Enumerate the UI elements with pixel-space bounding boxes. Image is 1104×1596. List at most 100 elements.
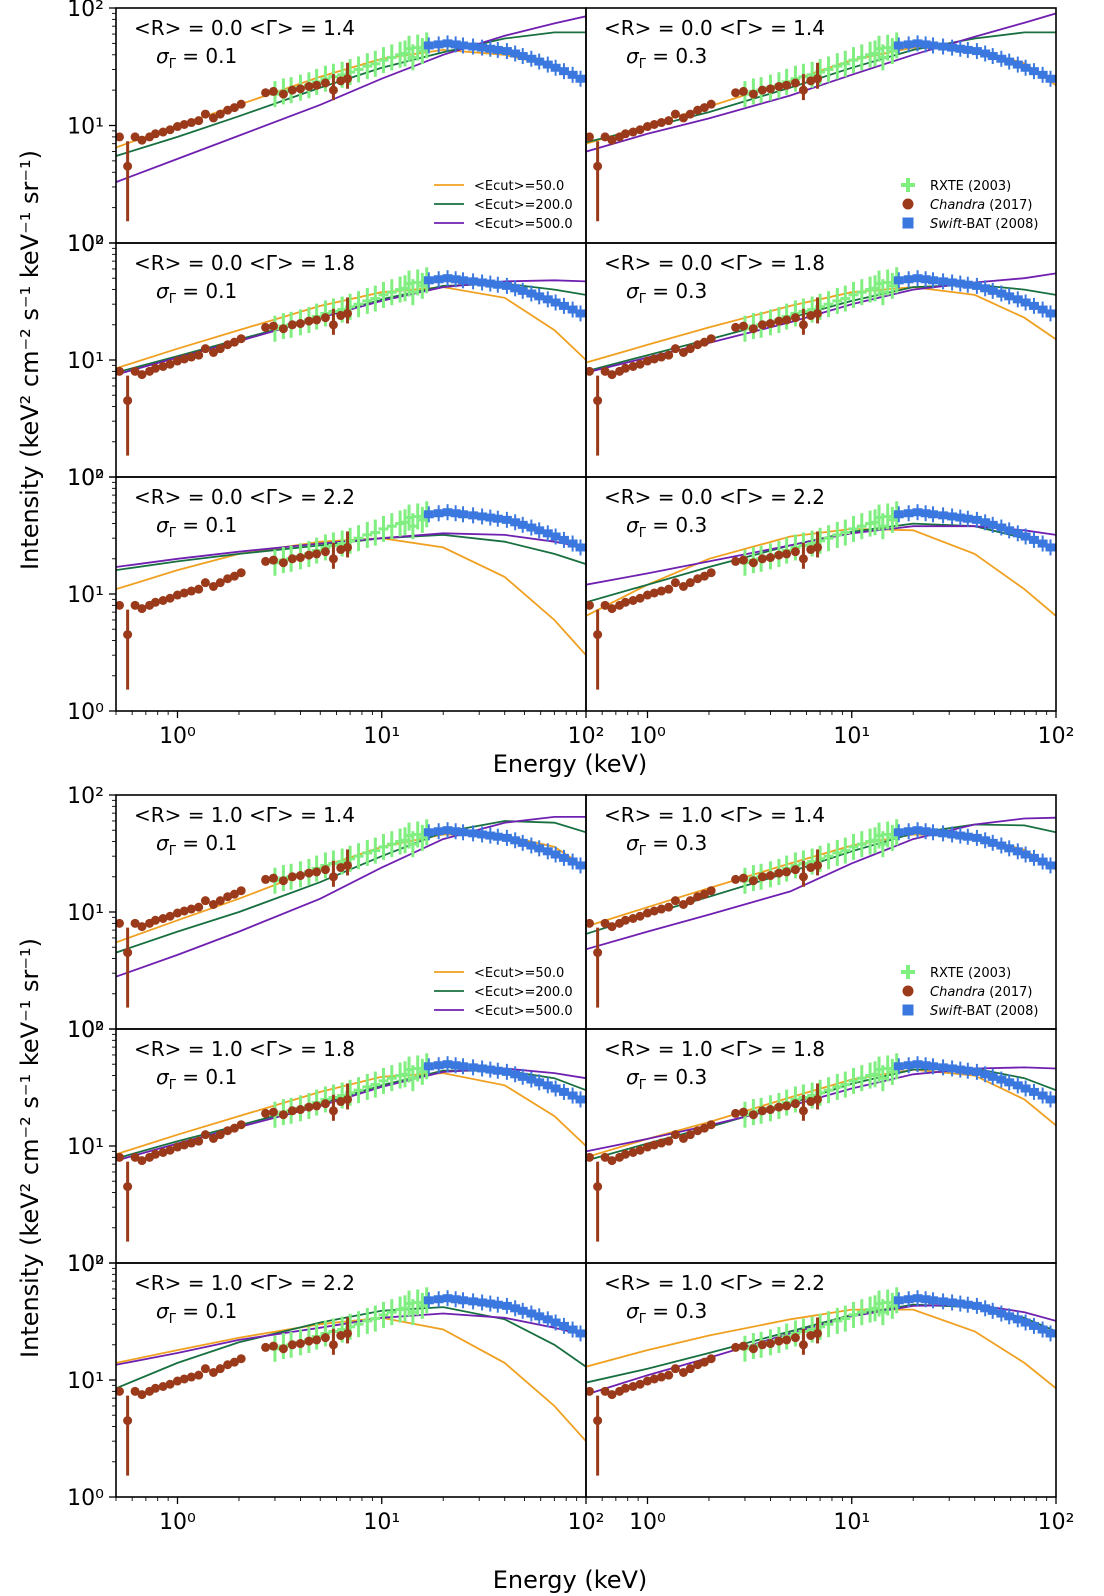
chandra-point: [304, 1102, 314, 1112]
swift-point: [1012, 1077, 1023, 1094]
chandra-point: [123, 609, 133, 690]
swift-point: [558, 297, 569, 314]
x-tick-label: 10¹: [363, 1510, 400, 1535]
swift-point: [903, 823, 914, 840]
swift-point: [1045, 1325, 1056, 1342]
x-axis-titles: Energy (keV) Energy (keV): [493, 750, 648, 1594]
x-tick-label: 10⁰: [159, 724, 196, 749]
data-legend: RXTE (2003) Chandra (2017) Swift-BAT (2008…: [901, 965, 1039, 1019]
swift-point: [468, 1059, 479, 1076]
swift-point: [526, 50, 537, 67]
panel-sigma: σΓ = 0.1: [156, 279, 237, 307]
swift-point: [534, 288, 545, 305]
swift-point: [938, 38, 949, 55]
swift-point: [442, 822, 453, 839]
chandra-point: [130, 1386, 140, 1396]
chandra-point: [261, 556, 271, 566]
chandra-point: [295, 871, 305, 881]
rxte-point: [832, 287, 843, 314]
chandra-point: [782, 1101, 792, 1111]
swift-point: [468, 825, 479, 842]
swift-point: [501, 43, 512, 60]
chandra-point: [165, 359, 175, 369]
chandra-point: [179, 1140, 189, 1150]
chandra-point: [186, 1372, 196, 1382]
chandra-point: [813, 1317, 823, 1344]
swift-point: [485, 1295, 496, 1312]
chandra-point: [782, 315, 792, 325]
swift-point: [492, 510, 503, 527]
rxte-point: [353, 843, 364, 870]
chandra-point: [656, 1138, 666, 1148]
chandra-point: [757, 85, 767, 95]
chandra-point: [295, 84, 305, 94]
rxte-point: [378, 281, 389, 308]
chandra-point: [600, 366, 610, 376]
rxte-point: [848, 1067, 859, 1094]
x-tick-label: 10²: [568, 724, 605, 749]
swift-point: [920, 505, 931, 522]
chandra-point: [336, 1331, 346, 1341]
x-tick-label: 10⁰: [629, 724, 666, 749]
chandra-point: [200, 344, 210, 354]
swift-point: [1028, 849, 1039, 866]
chandra-point: [116, 600, 124, 610]
chandra-point: [628, 913, 638, 923]
rxte-point: [370, 1071, 381, 1098]
swift-point: [962, 1062, 973, 1079]
swift-point: [1012, 56, 1023, 73]
swift-point: [1020, 1314, 1031, 1331]
model-line-ecut500: [116, 1312, 586, 1366]
chandra-point: [150, 129, 160, 139]
swift-point: [996, 1071, 1007, 1088]
chandra-point: [678, 113, 688, 123]
legend-entry: <Ecut>=500.0: [474, 217, 573, 232]
xlabel-top: Energy (keV): [493, 750, 648, 778]
chandra-point: [150, 1383, 160, 1393]
chandra-point: [685, 109, 695, 119]
model-line-ecut500: [116, 15, 586, 183]
chandra-point: [328, 308, 338, 335]
swift-point: [962, 828, 973, 845]
y-tick-label: 10¹: [67, 1369, 104, 1394]
chandra-point: [656, 352, 666, 362]
chandra-point: [790, 547, 800, 557]
chandra-point: [748, 558, 758, 568]
chandra-point: [593, 375, 603, 456]
swift-point: [938, 825, 949, 842]
chandra-point: [593, 609, 603, 690]
chandra-point: [236, 886, 246, 896]
chandra-point: [642, 1376, 652, 1386]
chandra-point: [693, 574, 703, 584]
rxte-point: [823, 525, 834, 552]
swift-point: [542, 56, 553, 73]
swift-point: [477, 274, 488, 291]
swift-point: [442, 1056, 453, 1073]
chandra-point: [806, 311, 816, 321]
chandra-point: [137, 604, 147, 614]
legend-entry: RXTE (2003): [930, 179, 1011, 194]
chandra-point: [304, 550, 314, 560]
rxte-point: [378, 1067, 389, 1094]
chandra-point: [731, 556, 741, 566]
chandra-point: [790, 1333, 800, 1343]
chandra-point: [295, 1339, 305, 1349]
chandra-point: [664, 350, 674, 360]
panel-1: 10⁰ 10¹ 10² <R> = 0.0 <Γ> = 1.4 σΓ = 0.1 <Ecu…: [67, 0, 587, 257]
swift-point: [996, 50, 1007, 67]
chandra-point: [172, 908, 182, 918]
chandra-point: [607, 135, 617, 145]
chandra-point: [215, 578, 225, 588]
chandra-point: [208, 581, 218, 591]
rxte-point: [823, 843, 834, 870]
chandra-point: [287, 85, 297, 95]
chandra-point: [194, 116, 204, 126]
rxte-point: [386, 1299, 397, 1326]
swift-point: [517, 516, 528, 533]
chandra-point: [678, 347, 688, 357]
swift-point: [912, 504, 923, 521]
chandra-point: [328, 1328, 338, 1355]
swift-point: [575, 70, 586, 87]
chandra-point: [586, 918, 594, 928]
